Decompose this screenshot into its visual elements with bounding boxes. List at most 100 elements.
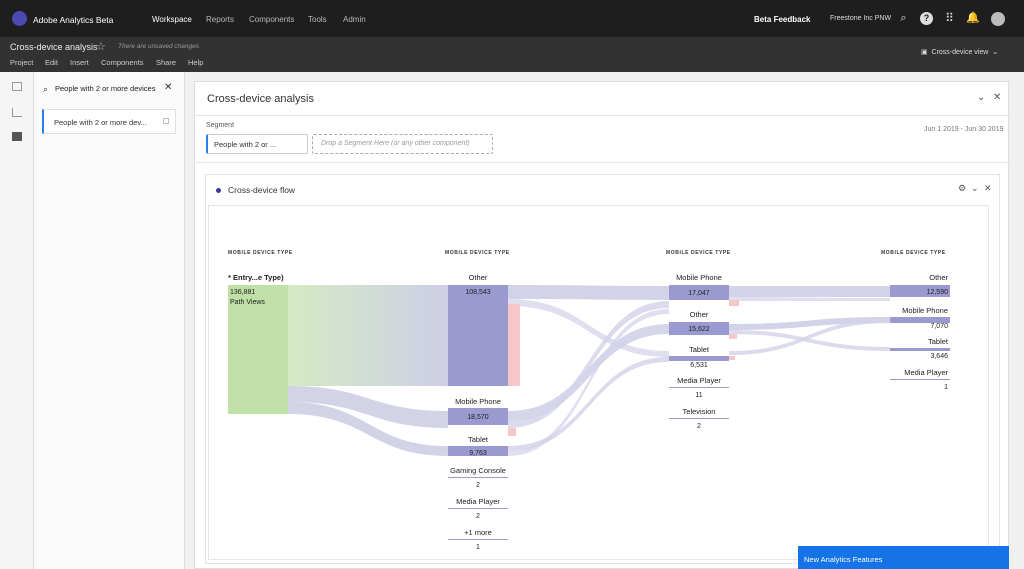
flow-node[interactable] xyxy=(448,508,508,509)
segment-drop-zone[interactable]: Drop a Segment Here (or any other compon… xyxy=(312,134,493,154)
node-label: Television xyxy=(683,407,716,416)
viz-status-dot xyxy=(216,188,221,193)
menu-components[interactable]: Components xyxy=(101,58,144,67)
flow-node[interactable] xyxy=(669,322,729,335)
exit-bar xyxy=(729,334,737,339)
date-range[interactable]: Jun 1 2019 - Jun 30 2019 xyxy=(924,126,1004,133)
node-label: Mobile Phone xyxy=(455,397,501,406)
node-label: Mobile Phone xyxy=(676,273,722,282)
flow-node[interactable] xyxy=(669,285,729,300)
node-value: 17,047 xyxy=(688,290,710,297)
close-icon[interactable]: ✕ xyxy=(164,82,173,93)
nav-tools[interactable]: Tools xyxy=(308,15,327,24)
node-label: +1 more xyxy=(464,528,492,537)
node-value: 136,881 xyxy=(230,289,255,296)
nav-admin[interactable]: Admin xyxy=(343,15,366,24)
flow-link[interactable] xyxy=(288,386,448,428)
segment-pill-label: People with 2 or ... xyxy=(214,140,277,149)
flow-link[interactable] xyxy=(729,319,890,355)
notifications-bell-icon[interactable]: 🔔 xyxy=(966,12,980,24)
node-value: 6,531 xyxy=(690,362,708,369)
close-icon[interactable]: ✕ xyxy=(993,92,1002,103)
node-value: 15,622 xyxy=(688,326,710,333)
menu-insert[interactable]: Insert xyxy=(70,58,89,67)
flow-node[interactable] xyxy=(669,387,729,388)
org-selector[interactable]: Freestone Inc PNW xyxy=(830,15,892,22)
segment-info-icon[interactable] xyxy=(163,118,169,124)
visualizations-icon[interactable] xyxy=(12,108,22,117)
nav-workspace[interactable]: Workspace xyxy=(152,15,192,24)
flow-node[interactable] xyxy=(669,356,729,361)
column-header: MOBILE DEVICE TYPE xyxy=(881,250,946,256)
search-icon[interactable]: ⌕ xyxy=(900,12,907,24)
column-header: MOBILE DEVICE TYPE xyxy=(445,250,510,256)
app-name[interactable]: Adobe Analytics Beta xyxy=(33,15,114,25)
node-value: 12,590 xyxy=(927,289,949,296)
flow-node[interactable] xyxy=(448,285,508,386)
menu-share[interactable]: Share xyxy=(156,58,177,67)
flow-node[interactable] xyxy=(448,539,508,540)
node-value: 2 xyxy=(697,423,701,430)
view-label: Cross-device view xyxy=(931,49,989,56)
flow-link[interactable] xyxy=(288,285,448,386)
viz-title[interactable]: Cross-device flow xyxy=(228,185,296,195)
flow-link[interactable] xyxy=(729,317,890,330)
menu-help[interactable]: Help xyxy=(188,58,204,67)
flow-node[interactable] xyxy=(448,408,508,425)
nav-components[interactable]: Components xyxy=(249,15,295,24)
beta-feedback-button[interactable]: Beta Feedback xyxy=(754,15,811,24)
panel-title[interactable]: Cross-device analysis xyxy=(207,93,314,105)
flow-link[interactable] xyxy=(508,299,669,357)
main-panel: Cross-device analysis ⌄ ✕ Segment People… xyxy=(194,81,1010,569)
flow-link[interactable] xyxy=(729,286,890,297)
settings-gear-icon[interactable]: ⚙ xyxy=(958,183,967,193)
help-icon[interactable]: ? xyxy=(920,12,933,25)
collapse-chevron-icon[interactable]: ⌄ xyxy=(971,183,979,193)
node-value: 18,570 xyxy=(467,414,489,421)
flow-link[interactable] xyxy=(508,301,669,428)
flow-node-entry[interactable] xyxy=(228,285,288,414)
node-value: 2 xyxy=(476,513,480,520)
menu-edit[interactable]: Edit xyxy=(45,58,58,67)
flow-link[interactable] xyxy=(288,402,448,456)
favorite-star-icon[interactable]: ☆ xyxy=(96,41,106,53)
flow-node[interactable] xyxy=(890,348,950,351)
flow-diagram: MOBILE DEVICE TYPE MOBILE DEVICE TYPE MO… xyxy=(228,250,950,551)
flow-node[interactable] xyxy=(890,285,950,297)
flow-node[interactable] xyxy=(448,477,508,478)
adobe-analytics-logo-icon[interactable] xyxy=(12,11,27,26)
menu-project[interactable]: Project xyxy=(10,58,34,67)
node-value: 9,763 xyxy=(469,450,487,457)
project-title[interactable]: Cross-device analysis xyxy=(10,42,98,52)
flow-node[interactable] xyxy=(890,379,950,380)
panels-icon[interactable] xyxy=(12,82,22,91)
segment-list-item[interactable]: People with 2 or more dev... xyxy=(42,109,176,134)
node-label: Other xyxy=(929,273,948,282)
apps-grid-icon[interactable]: ⠿ xyxy=(945,11,954,25)
flow-link[interactable] xyxy=(729,330,890,351)
new-features-toast[interactable]: New Analytics Features xyxy=(798,546,1009,569)
unsaved-changes-text: There are unsaved changes xyxy=(118,43,199,50)
flow-node[interactable] xyxy=(669,418,729,419)
flow-link[interactable] xyxy=(729,297,890,301)
user-avatar[interactable] xyxy=(991,12,1005,26)
flow-link[interactable] xyxy=(508,285,669,300)
node-value: 1 xyxy=(944,384,948,391)
node-label: Media Player xyxy=(456,497,500,506)
chevron-down-icon: ⌄ xyxy=(992,49,999,56)
left-rail xyxy=(0,72,34,569)
collapse-chevron-icon[interactable]: ⌄ xyxy=(977,92,986,103)
node-value: 108,543 xyxy=(465,289,490,296)
close-icon[interactable]: ✕ xyxy=(984,183,992,193)
nav-reports[interactable]: Reports xyxy=(206,15,235,24)
flow-link[interactable] xyxy=(508,309,669,456)
cross-device-view-dropdown[interactable]: ▣ Cross-device view ⌄ xyxy=(921,48,998,56)
flow-link[interactable] xyxy=(508,324,669,421)
segment-pill[interactable]: People with 2 or ... xyxy=(206,134,308,154)
flow-link[interactable] xyxy=(508,357,669,451)
components-icon[interactable] xyxy=(12,132,22,141)
flow-chart-area: MOBILE DEVICE TYPE MOBILE DEVICE TYPE MO… xyxy=(208,205,989,560)
flow-node[interactable] xyxy=(448,446,508,456)
search-icon[interactable]: ⌕ xyxy=(43,84,49,94)
flow-node[interactable] xyxy=(890,317,950,323)
